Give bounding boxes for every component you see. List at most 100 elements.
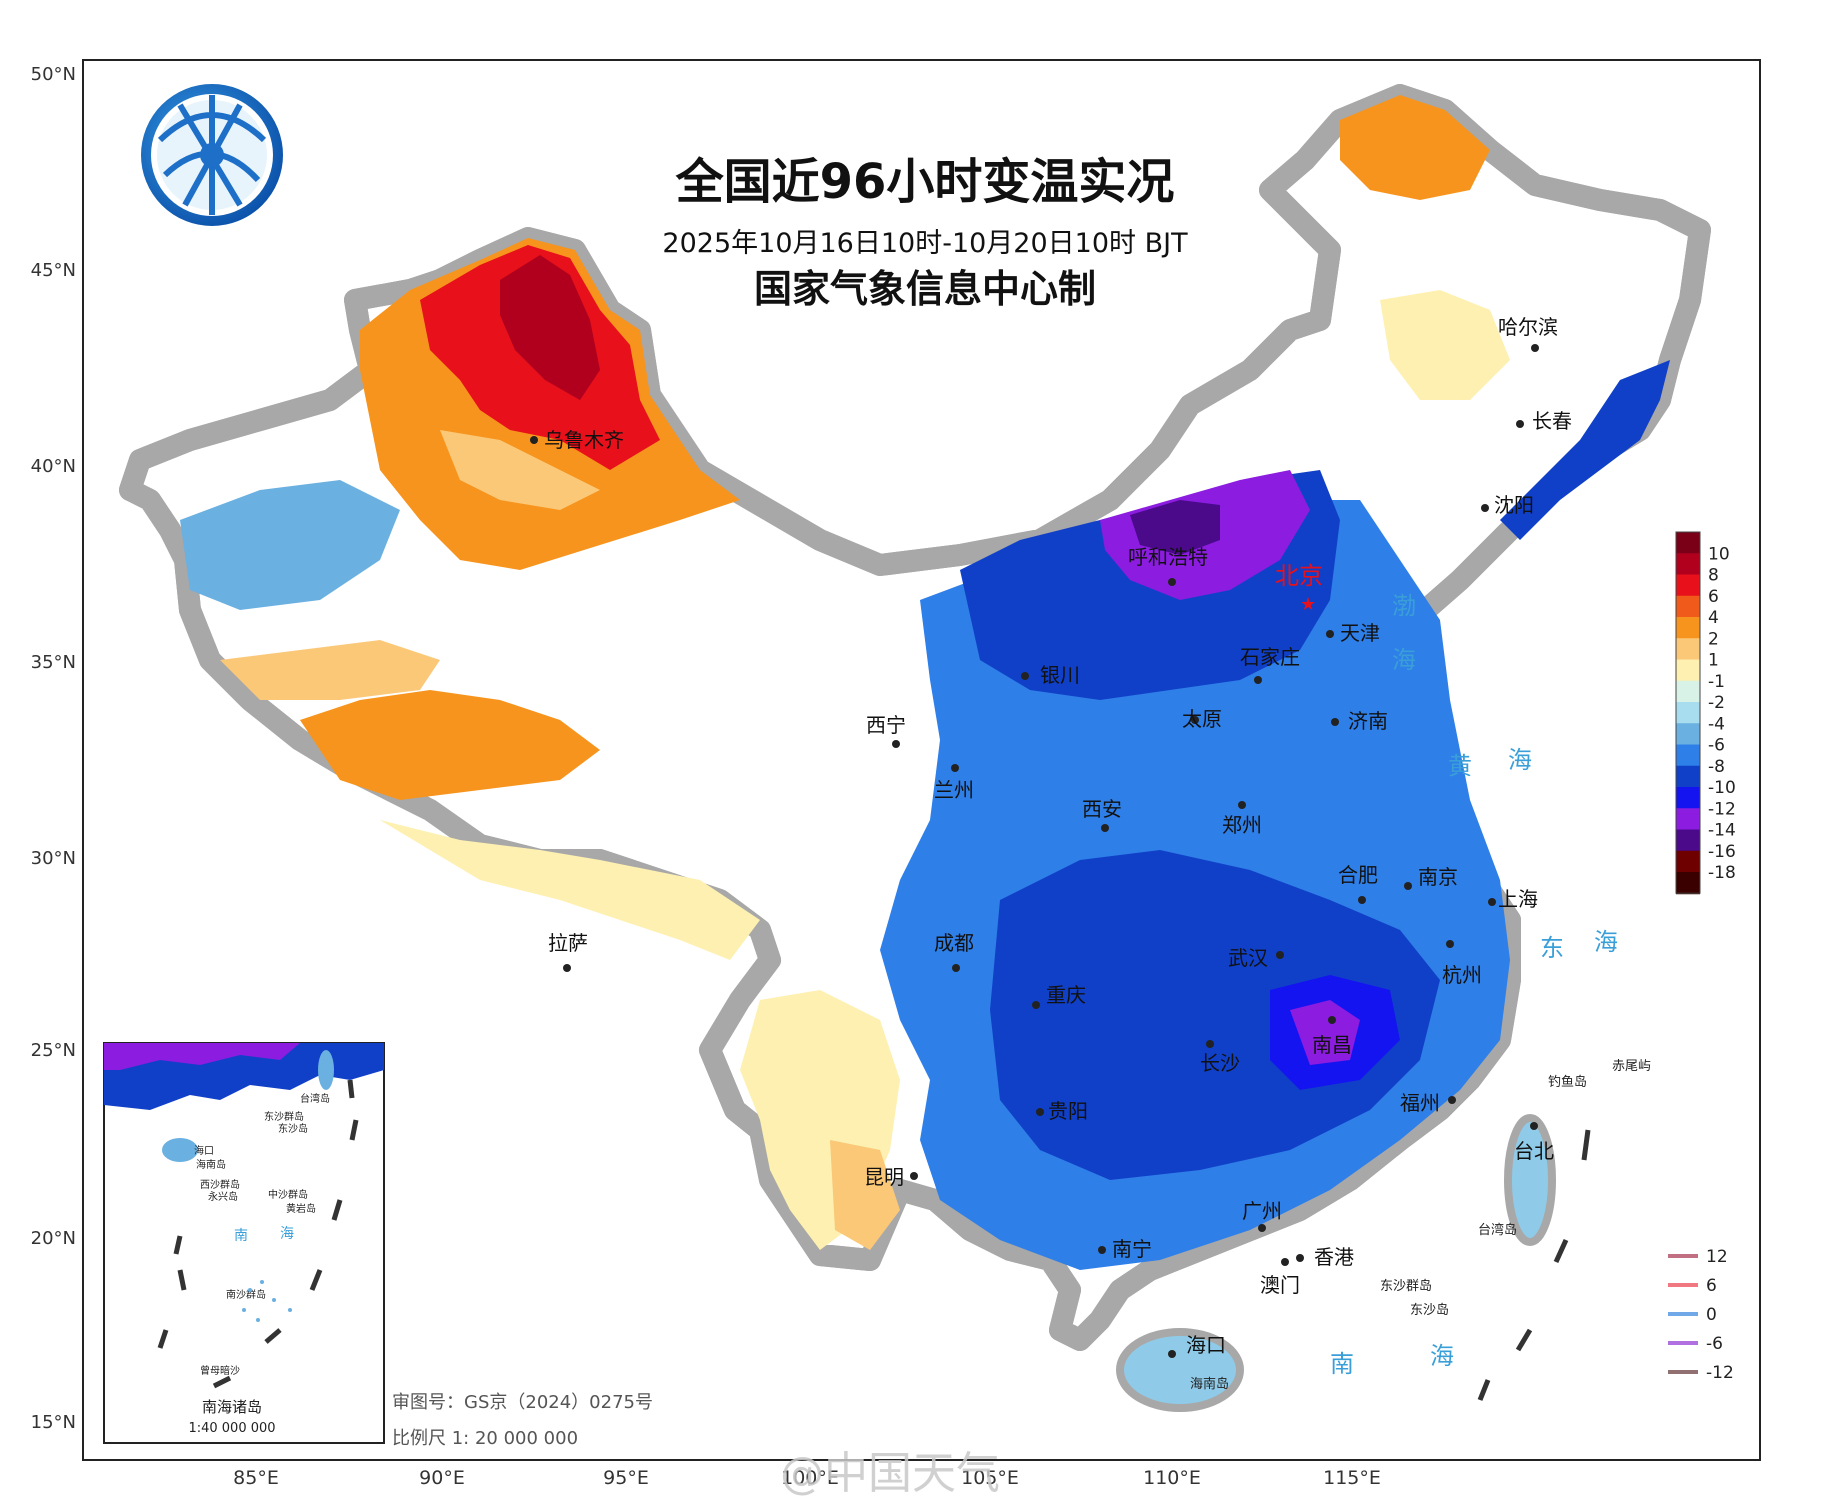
island-label: 赤尾屿 <box>1612 1059 1651 1074</box>
nine-dash-line <box>1477 1129 1591 1401</box>
region-mild-northeast-2 <box>1380 290 1510 400</box>
color-bar-label: 6 <box>1708 587 1719 607</box>
svg-text:哈尔滨: 哈尔滨 <box>1498 315 1558 339</box>
region-mild-tibet <box>220 640 440 700</box>
inset-south-china-sea: 台湾岛 东沙群岛 东沙岛 海口 海南岛 西沙群岛 永兴岛 中沙群岛 黄岩岛 南沙… <box>103 1042 385 1444</box>
city-guangzhou: 广州 <box>1242 1199 1282 1232</box>
city-hongkong: 香港 <box>1296 1245 1354 1269</box>
region-warm-tibet <box>300 690 600 800</box>
color-bar-label: -18 <box>1708 863 1736 883</box>
city-urumqi: 乌鲁木齐 <box>530 428 624 452</box>
svg-text:南京: 南京 <box>1418 865 1458 889</box>
contour-legend-label: 12 <box>1706 1247 1728 1267</box>
inset-label: 西沙群岛 <box>200 1178 240 1191</box>
lon-label: 115°E <box>1323 1467 1381 1489</box>
city-nanjing: 南京 <box>1404 865 1458 890</box>
color-bar-label: -4 <box>1708 714 1725 734</box>
city-fuzhou: 福州 <box>1400 1091 1456 1115</box>
city-changsha: 长沙 <box>1200 1040 1240 1075</box>
color-bar-swatch <box>1676 829 1700 852</box>
temperature-regions <box>180 95 1670 1270</box>
svg-text:南昌: 南昌 <box>1312 1033 1352 1057</box>
lat-label: 35°N <box>31 652 76 673</box>
svg-text:福州: 福州 <box>1400 1091 1440 1115</box>
city-wuhan: 武汉 <box>1228 946 1284 970</box>
city-tianjin: 天津 <box>1326 621 1380 645</box>
color-bar-label: 1 <box>1708 651 1719 671</box>
svg-text:武汉: 武汉 <box>1228 946 1268 970</box>
color-bar-label: -6 <box>1708 736 1725 756</box>
svg-text:天津: 天津 <box>1340 621 1380 645</box>
sea-label-donghai-1: 东 <box>1540 934 1564 962</box>
lat-label: 45°N <box>31 260 76 281</box>
sea-label-nanhai-1: 南 <box>1330 1350 1354 1378</box>
sea-label-huanghai-1: 黄 <box>1448 752 1472 780</box>
color-bar-swatch <box>1676 532 1700 555</box>
city-yinchuan: 银川 <box>1021 663 1080 687</box>
region-mild-northeast <box>1340 95 1490 200</box>
longitude-axis: 85°E 90°E 95°E 100°E 105°E 110°E 115°E <box>233 1467 1381 1489</box>
inset-scale: 1:40 000 000 <box>188 1421 275 1436</box>
map-scale: 比例尺 1: 20 000 000 <box>392 1428 578 1449</box>
svg-text:澳门: 澳门 <box>1260 1273 1300 1297</box>
svg-text:北京: 北京 <box>1275 562 1323 590</box>
lon-label: 85°E <box>233 1467 279 1489</box>
svg-text:合肥: 合肥 <box>1338 863 1378 887</box>
island-labels: 钓鱼岛 赤尾屿 台湾岛 东沙群岛 东沙岛 海南岛 <box>1190 1059 1651 1392</box>
inset-sea-label: 海 <box>280 1226 294 1242</box>
city-changchun: 长春 <box>1516 409 1572 433</box>
city-xian: 西安 <box>1082 797 1122 832</box>
svg-text:上海: 上海 <box>1498 887 1538 911</box>
inset-sea-label: 南 <box>234 1228 248 1244</box>
color-bar-swatch <box>1676 723 1700 746</box>
inset-label: 海口 <box>194 1144 214 1157</box>
svg-text:沈阳: 沈阳 <box>1494 493 1534 517</box>
color-bar-label: -2 <box>1708 693 1725 713</box>
city-jinan: 济南 <box>1331 709 1388 733</box>
color-bar-label: -12 <box>1708 799 1736 819</box>
color-bar-label: -10 <box>1708 778 1736 798</box>
color-bar-swatch <box>1676 765 1700 788</box>
city-hohhot: 呼和浩特 <box>1128 545 1208 586</box>
region-mild-south-tibet <box>380 820 760 960</box>
lat-label: 20°N <box>31 1228 76 1249</box>
city-nanning: 南宁 <box>1098 1237 1152 1261</box>
city-shenyang: 沈阳 <box>1481 493 1534 517</box>
sea-label-nanhai-2: 海 <box>1430 1342 1454 1370</box>
island-label: 海南岛 <box>1190 1376 1229 1392</box>
lat-label: 15°N <box>31 1412 76 1433</box>
region-very-cold-jiangxi <box>1290 1000 1360 1065</box>
region-mild-xinjiang <box>440 430 600 510</box>
svg-text:广州: 广州 <box>1242 1199 1282 1223</box>
svg-text:昆明: 昆明 <box>864 1165 904 1189</box>
svg-text:太原: 太原 <box>1182 707 1222 731</box>
map-title: 全国近96小时变温实况 <box>675 154 1175 210</box>
svg-text:贵阳: 贵阳 <box>1048 1099 1088 1123</box>
color-bar-label: 4 <box>1708 608 1719 628</box>
sea-label-bohai-1: 渤 <box>1392 592 1416 620</box>
inset-label: 南沙群岛 <box>226 1288 266 1301</box>
city-hefei: 合肥 <box>1338 863 1378 904</box>
svg-text:重庆: 重庆 <box>1046 983 1086 1007</box>
inset-label: 海南岛 <box>196 1158 226 1171</box>
contour-legend-label: -12 <box>1706 1363 1734 1383</box>
color-bar-swatch <box>1676 808 1700 831</box>
city-shanghai: 上海 <box>1488 887 1538 911</box>
contour-legend-label: 0 <box>1706 1305 1717 1325</box>
color-bar-label: -16 <box>1708 842 1736 862</box>
lon-label: 90°E <box>419 1467 465 1489</box>
svg-text:★: ★ <box>1300 594 1316 615</box>
city-zhengzhou: 郑州 <box>1222 801 1262 837</box>
region-very-hot-xinjiang <box>500 255 600 400</box>
city-guiyang: 贵阳 <box>1036 1099 1088 1123</box>
watermark: @中国天气 <box>780 1448 1000 1499</box>
city-harbin: 哈尔滨 <box>1498 315 1558 352</box>
svg-text:乌鲁木齐: 乌鲁木齐 <box>544 428 624 452</box>
city-chengdu: 成都 <box>934 931 974 972</box>
lon-label: 110°E <box>1143 1467 1201 1489</box>
map-review-number: 审图号：GS京（2024）0275号 <box>392 1392 653 1413</box>
inset-label: 中沙群岛 <box>268 1188 308 1201</box>
inset-label: 永兴岛 <box>208 1190 238 1203</box>
inset-label: 曾母暗沙 <box>200 1364 240 1377</box>
color-bar-label: -14 <box>1708 821 1736 841</box>
